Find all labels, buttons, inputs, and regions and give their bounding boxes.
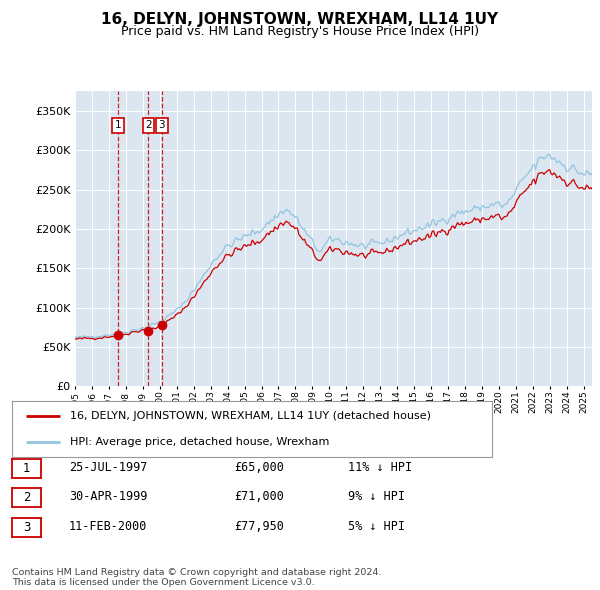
- Text: £65,000: £65,000: [234, 461, 284, 474]
- Text: 16, DELYN, JOHNSTOWN, WREXHAM, LL14 1UY (detached house): 16, DELYN, JOHNSTOWN, WREXHAM, LL14 1UY …: [70, 411, 431, 421]
- Text: Price paid vs. HM Land Registry's House Price Index (HPI): Price paid vs. HM Land Registry's House …: [121, 25, 479, 38]
- Text: 9% ↓ HPI: 9% ↓ HPI: [348, 490, 405, 503]
- Text: 11% ↓ HPI: 11% ↓ HPI: [348, 461, 412, 474]
- Text: 5% ↓ HPI: 5% ↓ HPI: [348, 520, 405, 533]
- Text: £77,950: £77,950: [234, 520, 284, 533]
- Text: £71,000: £71,000: [234, 490, 284, 503]
- Text: 11-FEB-2000: 11-FEB-2000: [69, 520, 148, 533]
- Text: 1: 1: [23, 462, 30, 475]
- Text: Contains HM Land Registry data © Crown copyright and database right 2024.
This d: Contains HM Land Registry data © Crown c…: [12, 568, 382, 587]
- Text: 2: 2: [145, 120, 152, 130]
- Text: 16, DELYN, JOHNSTOWN, WREXHAM, LL14 1UY: 16, DELYN, JOHNSTOWN, WREXHAM, LL14 1UY: [101, 12, 499, 27]
- Text: 3: 3: [158, 120, 165, 130]
- Text: HPI: Average price, detached house, Wrexham: HPI: Average price, detached house, Wrex…: [70, 437, 329, 447]
- Text: 2: 2: [23, 491, 30, 504]
- Text: 1: 1: [115, 120, 122, 130]
- Text: 3: 3: [23, 521, 30, 534]
- Text: 25-JUL-1997: 25-JUL-1997: [69, 461, 148, 474]
- Text: 30-APR-1999: 30-APR-1999: [69, 490, 148, 503]
